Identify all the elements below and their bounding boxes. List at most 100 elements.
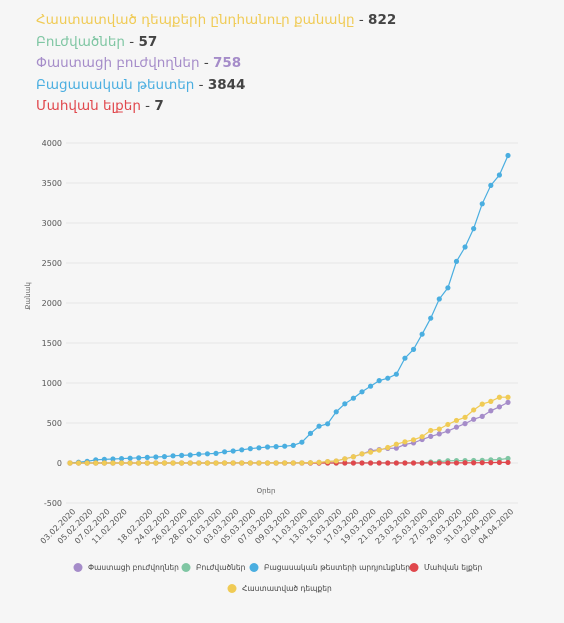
data-point (161, 454, 168, 460)
data-point (462, 414, 468, 420)
data-point (342, 456, 348, 462)
data-point (299, 460, 305, 466)
data-point (110, 460, 116, 466)
data-point (239, 447, 245, 453)
data-point (144, 454, 150, 460)
data-point (316, 423, 322, 429)
data-point (144, 460, 150, 466)
stat-value: 7 (154, 98, 164, 114)
series-line (70, 401, 509, 464)
data-point (428, 427, 434, 434)
data-point (410, 460, 417, 466)
data-point (488, 398, 494, 404)
data-point (136, 455, 142, 461)
data-point (359, 460, 365, 466)
data-point (264, 444, 271, 450)
data-point (479, 201, 485, 207)
data-point (273, 460, 279, 466)
data-point (196, 451, 202, 457)
stat-line: Մահվան ելքեր - 7 (36, 96, 396, 118)
data-point (247, 446, 253, 452)
data-point (342, 460, 348, 466)
data-point (402, 439, 408, 445)
data-point (471, 407, 477, 413)
stat-value: 758 (213, 55, 242, 71)
data-point (393, 445, 399, 451)
data-point (350, 395, 357, 401)
stat-line: Հաստատված դեպքերի ընդհանուր քանակը - 822 (36, 10, 396, 32)
stat-label: Բուժվածներ (36, 33, 125, 50)
data-point (367, 383, 374, 389)
legend-marker (181, 563, 191, 572)
data-point (359, 451, 365, 457)
data-point (187, 452, 193, 458)
data-point (161, 460, 168, 466)
data-point (367, 460, 374, 466)
data-point (428, 433, 434, 439)
x-axis-label: Օրեր (257, 487, 276, 495)
y-tick-label: 0 (57, 459, 62, 468)
data-point (419, 460, 425, 466)
stat-separator: - (199, 55, 214, 71)
data-point (488, 182, 494, 188)
legend-marker (73, 563, 83, 572)
data-point (436, 296, 442, 302)
data-point (402, 355, 408, 361)
data-point (247, 460, 253, 466)
data-point (453, 417, 460, 424)
data-point (307, 430, 314, 436)
data-point (488, 408, 494, 414)
data-point (367, 449, 374, 455)
stat-value: 3844 (207, 76, 246, 93)
data-point (453, 258, 460, 264)
data-point (153, 454, 159, 460)
data-point (290, 460, 296, 466)
data-point (127, 455, 133, 461)
data-point (471, 226, 477, 232)
y-tick-label: 2500 (42, 259, 62, 268)
data-point (273, 444, 279, 450)
legend-label: Բուժվածներ (196, 563, 246, 572)
data-point (479, 413, 485, 419)
stat-separator: - (354, 12, 369, 28)
data-point (445, 421, 451, 428)
y-tick-label: 3000 (42, 219, 62, 228)
data-point (239, 460, 245, 466)
y-tick-label: -500 (44, 499, 62, 508)
data-point (350, 454, 357, 460)
data-point (496, 172, 503, 178)
data-point (376, 378, 382, 384)
data-point (402, 460, 408, 466)
data-point (419, 331, 425, 337)
data-point (204, 451, 211, 457)
stat-label: Հաստատված դեպքերի ընդհանուր քանակը (36, 12, 355, 28)
y-tick-label: 500 (47, 419, 62, 428)
data-point (350, 460, 357, 466)
data-point (127, 460, 133, 466)
data-point (436, 431, 442, 437)
y-tick-label: 4000 (42, 139, 62, 148)
data-point (428, 460, 434, 466)
legend-marker (227, 584, 237, 593)
data-point (496, 459, 503, 466)
data-point (179, 460, 185, 466)
data-point (393, 460, 399, 466)
data-point (471, 416, 477, 422)
data-point (118, 460, 125, 466)
data-point (325, 421, 331, 427)
data-point (307, 460, 314, 466)
stat-label: Մահվան ելքեր (36, 98, 141, 114)
y-axis-label: Քանակ (24, 282, 32, 310)
data-point (213, 450, 219, 456)
data-point (67, 460, 73, 466)
data-point (496, 404, 503, 410)
data-point (376, 447, 382, 453)
data-point (419, 434, 425, 440)
stat-line: Բացասական թեստեր - 3844 (36, 75, 396, 97)
data-point (505, 399, 511, 405)
data-point (101, 456, 107, 462)
data-point (342, 401, 348, 407)
data-point (462, 421, 468, 427)
data-point (445, 428, 451, 434)
